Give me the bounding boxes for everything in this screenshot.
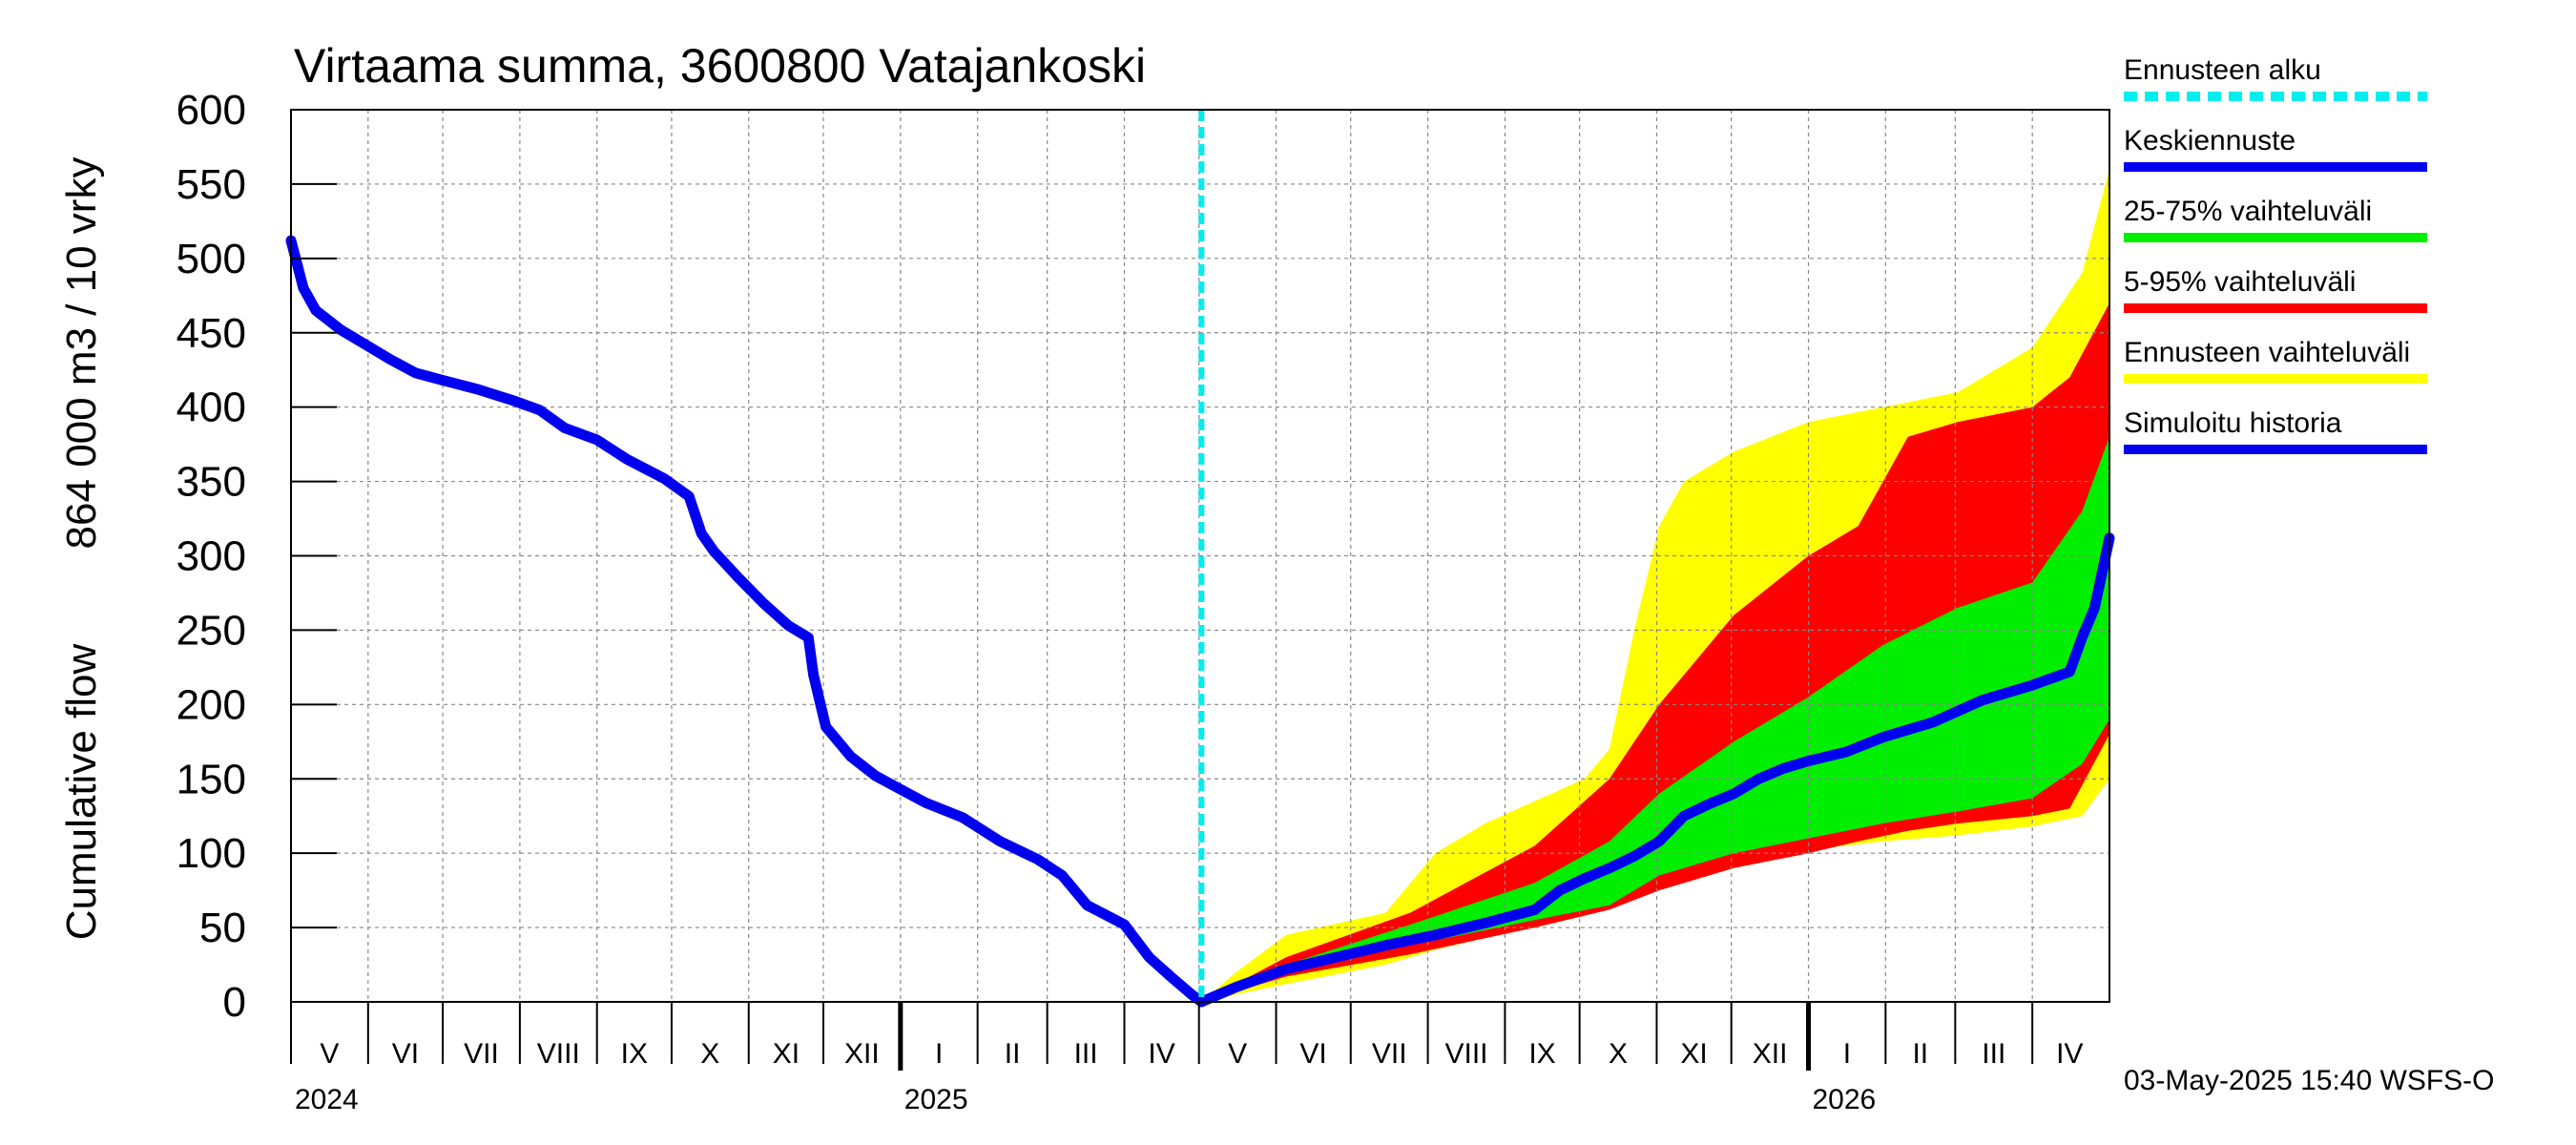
- x-axis: V VI VII VIII IX X XI XII I II III IV V VI VII VIII IX X X…: [290, 1002, 2083, 1115]
- y-tick-label: 500: [177, 236, 246, 282]
- month-label: X: [1609, 1038, 1628, 1070]
- y-tick-label: 0: [223, 979, 246, 1026]
- y-tick-label: 600: [177, 87, 246, 134]
- legend-label: Keskiennuste: [2124, 125, 2296, 156]
- y-tick-label: 200: [177, 681, 246, 728]
- y-tick-label: 300: [177, 533, 246, 580]
- y-axis-label-primary: 864 000 m3 / 10 vrky: [58, 157, 105, 550]
- legend-label: 25-75% vaihteluväli: [2124, 196, 2372, 227]
- month-label: XII: [1753, 1038, 1788, 1070]
- month-label: VI: [1299, 1038, 1326, 1070]
- month-label: IV: [2056, 1038, 2083, 1070]
- y-tick-label: 350: [177, 459, 246, 506]
- month-label: VII: [1372, 1038, 1407, 1070]
- y-tick-label: 400: [177, 385, 246, 431]
- month-label: XII: [844, 1038, 880, 1070]
- month-label: X: [700, 1038, 719, 1070]
- year-label: 2026: [1813, 1084, 1877, 1115]
- month-label: VI: [392, 1038, 419, 1070]
- month-label: IX: [621, 1038, 648, 1070]
- y-axis: 0 50 100 150 200 250 300 350 400 450 500 550 600: [177, 87, 337, 1026]
- legend-label: Simuloitu historia: [2124, 407, 2342, 439]
- month-label: III: [1982, 1038, 2005, 1070]
- timestamp: 03-May-2025 15:40 WSFS-O: [2124, 1065, 2495, 1096]
- series-lines: [285, 110, 2115, 1008]
- y-tick-label: 550: [177, 161, 246, 208]
- band-5-95-vaihteluv-li: [1201, 302, 2109, 1003]
- y-axis-label-secondary: Cumulative flow: [58, 644, 105, 941]
- legend-label: Ennusteen vaihteluväli: [2124, 337, 2410, 368]
- month-label: IV: [1148, 1038, 1174, 1070]
- month-label: VIII: [1444, 1038, 1487, 1070]
- month-label: XI: [773, 1038, 800, 1070]
- month-label: III: [1074, 1038, 1098, 1070]
- month-label: V: [1228, 1038, 1247, 1070]
- y-tick-label: 100: [177, 830, 246, 877]
- year-label: 2024: [295, 1084, 359, 1115]
- month-label: I: [935, 1038, 943, 1070]
- month-label: II: [1005, 1038, 1021, 1070]
- y-tick-label: 450: [177, 310, 246, 357]
- y-tick-label: 250: [177, 607, 246, 654]
- forecast-bands: [1201, 169, 2109, 1003]
- month-label: XI: [1680, 1038, 1707, 1070]
- legend-label: Ennusteen alku: [2124, 54, 2321, 86]
- chart-title: Virtaama summa, 3600800 Vatajankoski: [294, 39, 1146, 93]
- legend-label: 5-95% vaihteluväli: [2124, 266, 2356, 298]
- month-label: II: [1912, 1038, 1928, 1070]
- line-keskiennuste: [1195, 532, 2115, 1008]
- month-label: I: [1843, 1038, 1851, 1070]
- month-label: IX: [1528, 1038, 1555, 1070]
- month-label: VIII: [537, 1038, 580, 1070]
- year-label: 2025: [904, 1084, 968, 1115]
- month-label: V: [320, 1038, 339, 1070]
- legend: Ennusteen alku Keskiennuste 25-75% vaihtel…: [2124, 54, 2427, 454]
- y-tick-label: 150: [177, 756, 246, 802]
- line-simuloitu-historia: [285, 235, 1207, 1008]
- month-label: VII: [464, 1038, 499, 1070]
- y-tick-label: 50: [199, 905, 246, 951]
